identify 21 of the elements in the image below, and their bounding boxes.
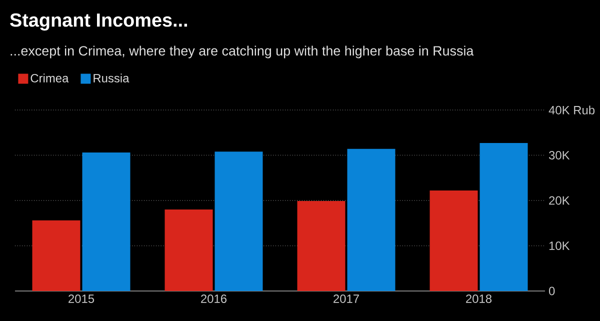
legend-label: Russia <box>94 74 130 82</box>
y-tick-label: 0 <box>548 286 555 296</box>
y-tick-label: 30K <box>548 151 570 160</box>
bar <box>164 210 213 291</box>
chart-subtitle: ...except in Crimea, where they are catching up with the higher base in Russia <box>10 46 474 58</box>
bar <box>347 148 396 291</box>
y-tick-label: 10K <box>549 242 570 250</box>
x-tick-label: 2018 <box>466 294 492 303</box>
chart-title: Stagnant Incomes... <box>10 13 188 31</box>
bar <box>297 200 346 291</box>
x-tick-label: 2016 <box>201 294 227 303</box>
bar <box>430 190 478 291</box>
legend-label: Crimea <box>30 74 69 82</box>
y-tick-label: 40K Rub <box>548 106 595 114</box>
x-tick-label: 2015 <box>68 294 94 303</box>
bar <box>32 220 80 291</box>
x-tick-label: 2017 <box>334 294 359 303</box>
y-tick-label: 20K <box>549 196 570 205</box>
bar <box>480 143 528 291</box>
bar <box>214 152 263 291</box>
bar <box>82 152 130 291</box>
